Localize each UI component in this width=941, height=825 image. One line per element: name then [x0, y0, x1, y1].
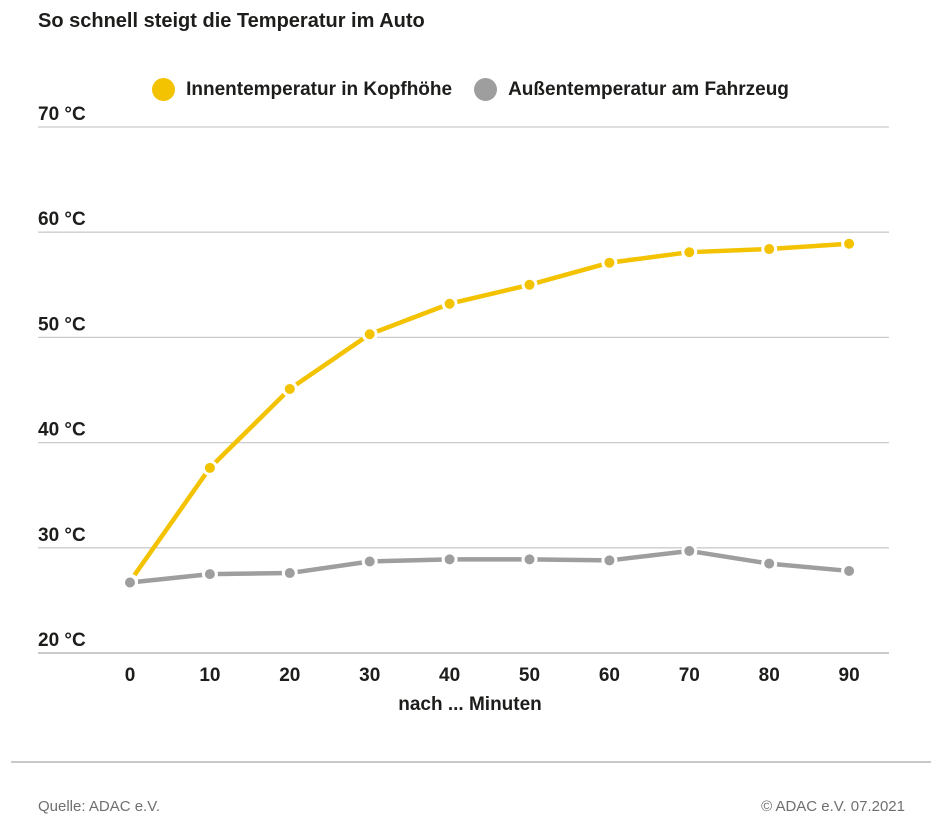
x-tick-label: 20	[279, 665, 300, 686]
x-tick-labels: 0 10 20 30 40 50 60 70 80 90	[125, 665, 860, 686]
legend-label-inner-temperature: Innentemperatur in Kopfhöhe	[186, 78, 453, 100]
data-point	[122, 574, 138, 591]
legend-label-outer-temperature: Außentemperatur am Fahrzeug	[508, 78, 789, 100]
data-point	[601, 552, 618, 569]
footer-copyright: © ADAC e.V. 07.2021	[761, 798, 905, 815]
y-tick-label: 20 °C	[38, 630, 86, 651]
x-tick-label: 90	[839, 665, 860, 686]
data-point	[601, 254, 618, 271]
y-tick-labels: 70 °C 60 °C 50 °C 40 °C 30 °C 20 °C	[38, 104, 86, 651]
y-gridlines	[38, 126, 889, 654]
data-point	[761, 555, 778, 572]
data-point	[361, 326, 378, 343]
legend-item-inner-temperature: Innentemperatur in Kopfhöhe	[152, 78, 452, 101]
x-tick-label: 80	[759, 665, 780, 686]
series-line-0	[127, 241, 852, 584]
data-point	[681, 542, 698, 559]
inner-temperature-dot-icon	[152, 78, 176, 101]
x-tick-label: 40	[439, 665, 460, 686]
page-title: So schnell steigt die Temperatur im Auto	[38, 10, 425, 32]
data-point	[521, 276, 538, 293]
data-point	[281, 565, 298, 582]
series-line-1	[127, 548, 852, 585]
outer-temperature-dot-icon	[474, 78, 498, 101]
data-point	[441, 295, 458, 312]
data-point	[841, 562, 858, 579]
chart-legend: Innentemperatur in Kopfhöhe Außentempera…	[0, 78, 941, 101]
data-point	[681, 244, 698, 261]
temperature-line-chart: 70 °C 60 °C 50 °C 40 °C 30 °C 20 °C 0 10 20 30 40 5…	[38, 104, 889, 715]
y-tick-label: 30 °C	[38, 525, 86, 546]
y-tick-label: 50 °C	[38, 314, 86, 335]
x-tick-label: 60	[599, 665, 620, 686]
data-point	[201, 566, 218, 583]
data-point	[361, 553, 378, 570]
data-point	[441, 551, 458, 568]
x-tick-label: 0	[125, 665, 136, 686]
x-tick-label: 10	[199, 665, 220, 686]
x-tick-label: 30	[359, 665, 380, 686]
y-tick-label: 60 °C	[38, 209, 86, 230]
footer-source: Quelle: ADAC e.V.	[38, 798, 161, 815]
x-axis-label: nach ... Minuten	[398, 694, 542, 715]
data-point	[201, 459, 218, 476]
legend-item-outer-temperature: Außentemperatur am Fahrzeug	[474, 78, 789, 101]
y-tick-label: 70 °C	[38, 104, 86, 125]
series-markers-0	[122, 235, 858, 590]
x-tick-label: 50	[519, 665, 540, 686]
y-tick-label: 40 °C	[38, 420, 86, 441]
footer-divider	[11, 761, 931, 763]
series-markers-1	[122, 542, 858, 591]
data-point	[281, 380, 298, 397]
data-point	[841, 235, 858, 252]
x-tick-label: 70	[679, 665, 700, 686]
data-point	[521, 551, 538, 568]
data-point	[761, 241, 778, 258]
